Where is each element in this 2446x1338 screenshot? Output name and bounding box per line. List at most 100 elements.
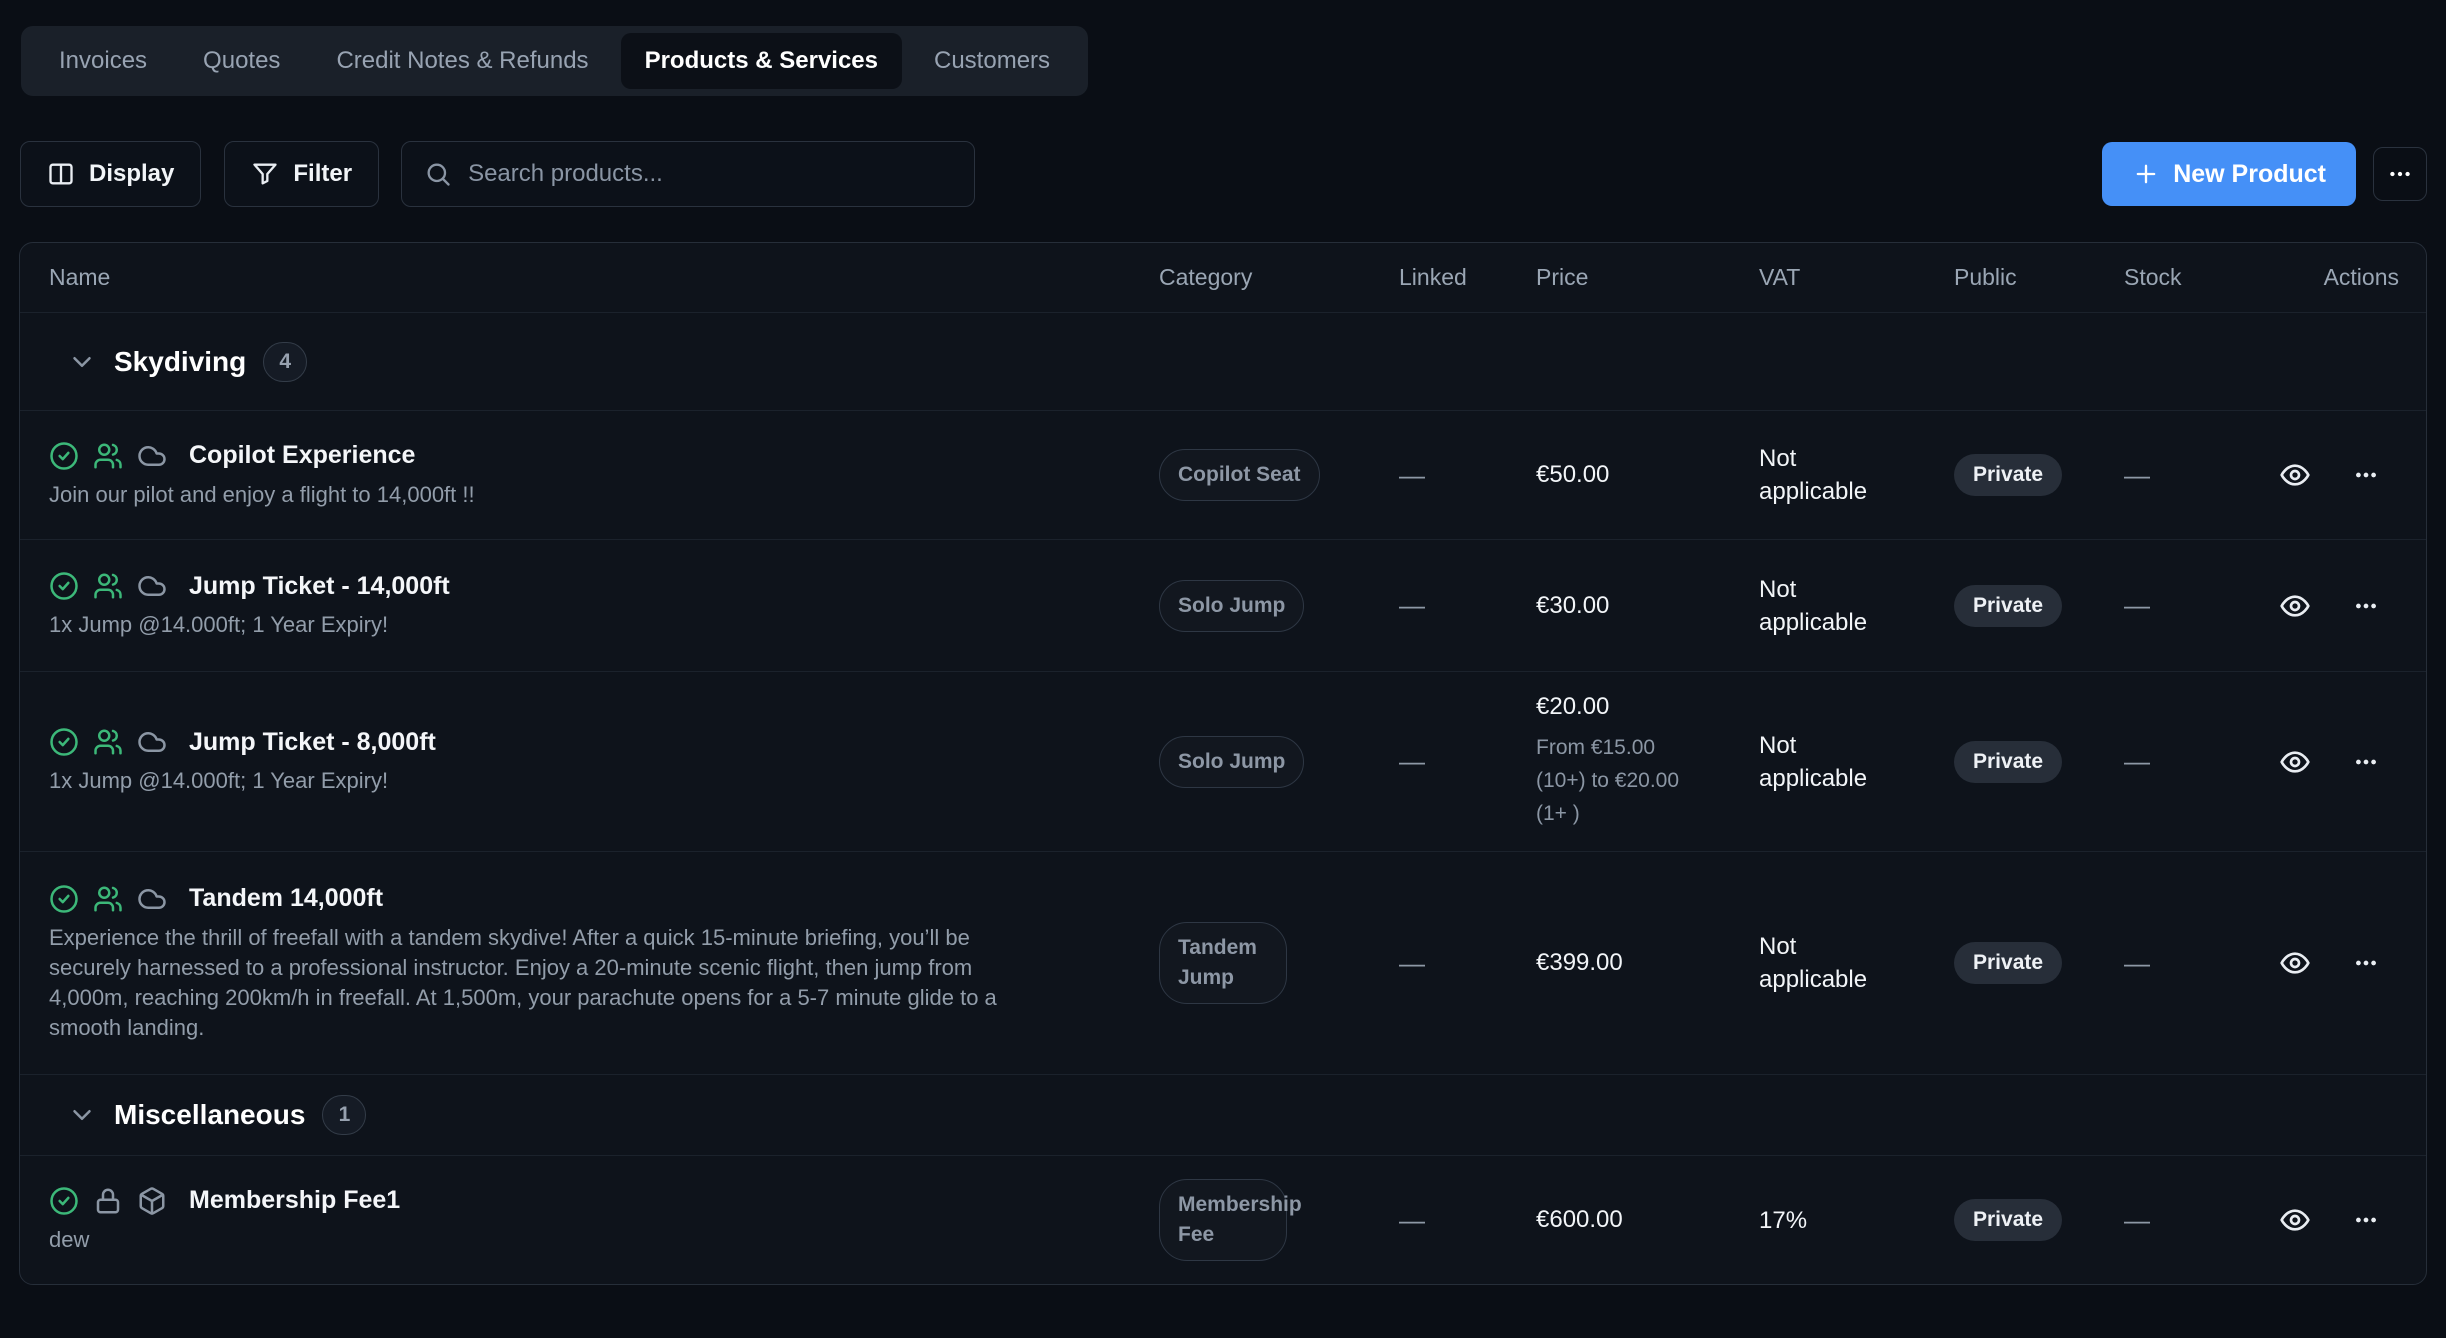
- public-badge: Private: [1954, 942, 2063, 984]
- vat-value: Not applicable: [1759, 731, 1868, 792]
- plus-icon: [2132, 160, 2160, 188]
- stock-value: —: [2124, 746, 2150, 776]
- search-icon: [424, 160, 452, 188]
- stock-value: —: [2124, 459, 2150, 490]
- category-pill: Solo Jump: [1159, 579, 1305, 632]
- table-row[interactable]: Copilot Experience Join our pilot and en…: [20, 410, 2426, 539]
- view-eye-icon[interactable]: [2279, 1204, 2311, 1236]
- column-header-price: Price: [1536, 264, 1589, 290]
- group-title: Skydiving: [114, 345, 247, 377]
- stock-value: —: [2124, 1204, 2150, 1235]
- new-product-button[interactable]: New Product: [2102, 142, 2356, 206]
- check-circle-icon: [49, 441, 79, 471]
- public-badge: Private: [1954, 740, 2063, 783]
- public-badge: Private: [1954, 454, 2063, 496]
- category-pill: Copilot Seat: [1159, 449, 1320, 501]
- view-eye-icon[interactable]: [2279, 590, 2311, 622]
- ellipsis-icon: [2387, 161, 2413, 187]
- table-row[interactable]: Jump Ticket - 8,000ft 1x Jump @14.000ft;…: [20, 671, 2426, 851]
- users-icon: [93, 571, 123, 601]
- group-count-badge: 4: [263, 341, 308, 382]
- column-header-stock: Stock: [2124, 264, 2182, 290]
- vat-value: Not applicable: [1759, 933, 1868, 993]
- column-header-name: Name: [49, 264, 111, 290]
- product-subtitle: 1x Jump @14.000ft; 1 Year Expiry!: [49, 768, 389, 793]
- toolbar: Display Filter New Product: [20, 141, 2427, 207]
- cloud-icon: [137, 571, 167, 601]
- product-subtitle: dew: [49, 1226, 90, 1252]
- price-value: €50.00: [1536, 461, 1610, 488]
- users-icon: [93, 884, 123, 914]
- product-subtitle: Experience the thrill of freefall with a…: [49, 924, 997, 1040]
- linked-value: —: [1399, 459, 1425, 490]
- group-header-skydiving[interactable]: Skydiving 4: [20, 313, 2426, 410]
- products-table: Name Category Linked Price VAT Public St…: [19, 242, 2427, 1285]
- price-value: €30.00: [1536, 591, 1610, 619]
- stock-value: —: [2124, 590, 2150, 620]
- search-input[interactable]: [468, 160, 953, 188]
- vat-value: 17%: [1759, 1206, 1808, 1234]
- funnel-icon: [251, 160, 279, 188]
- product-subtitle: Join our pilot and enjoy a flight to 14,…: [49, 481, 475, 507]
- price-tier-note: From €15.00 (10+) to €20.00 (1+ ): [1536, 736, 1680, 825]
- vat-value: Not applicable: [1759, 575, 1868, 636]
- public-badge: Private: [1954, 1199, 2063, 1241]
- view-eye-icon[interactable]: [2279, 947, 2311, 979]
- new-product-button-label: New Product: [2173, 159, 2326, 188]
- price-value: €399.00: [1536, 949, 1623, 976]
- linked-value: —: [1399, 947, 1425, 978]
- search-box[interactable]: [401, 141, 976, 207]
- filter-button-label: Filter: [293, 160, 353, 187]
- package-icon: [137, 1186, 167, 1216]
- users-icon: [93, 727, 123, 757]
- category-pill: Solo Jump: [1159, 735, 1305, 788]
- row-more-icon[interactable]: [2353, 593, 2379, 619]
- check-circle-icon: [49, 571, 79, 601]
- tab-quotes[interactable]: Quotes: [203, 47, 281, 74]
- column-header-actions: Actions: [2323, 264, 2399, 290]
- cloud-icon: [137, 884, 167, 914]
- chevron-down-icon: [67, 1100, 97, 1130]
- tab-customers[interactable]: Customers: [934, 47, 1051, 74]
- row-more-icon[interactable]: [2353, 749, 2379, 775]
- row-more-icon[interactable]: [2353, 1207, 2379, 1233]
- product-title: Jump Ticket - 8,000ft: [189, 727, 436, 756]
- check-circle-icon: [49, 884, 79, 914]
- view-eye-icon[interactable]: [2279, 746, 2311, 778]
- stock-value: —: [2124, 947, 2150, 978]
- table-row[interactable]: Jump Ticket - 14,000ft 1x Jump @14.000ft…: [20, 539, 2426, 671]
- group-header-miscellaneous[interactable]: Miscellaneous 1: [20, 1074, 2426, 1155]
- column-header-category: Category: [1159, 264, 1253, 290]
- columns-icon: [47, 160, 75, 188]
- table-header-row: Name Category Linked Price VAT Public St…: [20, 243, 2426, 313]
- public-badge: Private: [1954, 584, 2063, 627]
- category-pill: Tandem Jump: [1159, 922, 1287, 1004]
- column-header-public: Public: [1954, 264, 2017, 290]
- lock-icon: [93, 1186, 123, 1216]
- category-pill: Membership Fee: [1159, 1179, 1302, 1261]
- users-icon: [93, 441, 123, 471]
- price-value: €600.00: [1536, 1206, 1623, 1233]
- row-more-icon[interactable]: [2353, 462, 2379, 488]
- tab-products-services[interactable]: Products & Services: [620, 33, 902, 89]
- display-button[interactable]: Display: [20, 141, 202, 207]
- cloud-icon: [137, 441, 167, 471]
- linked-value: —: [1399, 746, 1425, 776]
- check-circle-icon: [49, 727, 79, 757]
- group-count-badge: 1: [322, 1095, 367, 1135]
- top-tab-bar: Invoices Quotes Credit Notes & Refunds P…: [21, 26, 1089, 96]
- column-header-linked: Linked: [1399, 264, 1467, 290]
- view-eye-icon[interactable]: [2279, 459, 2311, 491]
- tab-invoices[interactable]: Invoices: [59, 47, 148, 74]
- toolbar-more-button[interactable]: [2373, 147, 2427, 201]
- filter-button[interactable]: Filter: [224, 141, 380, 207]
- tab-credit-notes-refunds[interactable]: Credit Notes & Refunds: [336, 47, 589, 74]
- table-row[interactable]: Membership Fee1 dew Membership Fee — €60…: [20, 1155, 2426, 1284]
- linked-value: —: [1399, 1204, 1425, 1235]
- vat-value: Not applicable: [1759, 445, 1868, 505]
- price-value: €20.00: [1536, 693, 1610, 720]
- row-more-icon[interactable]: [2353, 950, 2379, 976]
- table-row[interactable]: Tandem 14,000ft Experience the thrill of…: [20, 851, 2426, 1074]
- cloud-icon: [137, 727, 167, 757]
